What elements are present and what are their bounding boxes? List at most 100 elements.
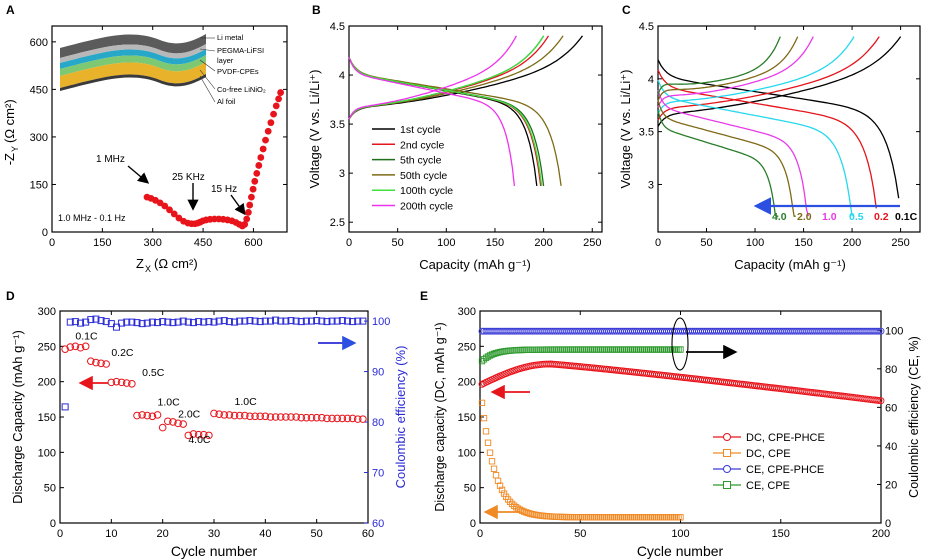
- rate-annotations: 0.1C0.2C0.5C1.0C2.0C4.0C1.0C: [75, 330, 257, 446]
- y2-tick-label: 100: [885, 325, 903, 337]
- capacity-point: [307, 413, 316, 422]
- ce-point: [189, 319, 197, 327]
- dc-cpe-point: [673, 514, 680, 521]
- capacity-point: [164, 417, 172, 426]
- ce-cpe-point: [518, 346, 526, 354]
- dc-cpe-point: [549, 513, 556, 520]
- y-tick-label: 100: [458, 447, 476, 459]
- x-tick-label: 300: [144, 237, 162, 249]
- capacity-point: [292, 413, 300, 421]
- ce-point: [323, 318, 331, 326]
- dc-cpe-point: [567, 513, 574, 521]
- y2-axis-label: Coulombic efficiency (CE, %): [907, 336, 921, 498]
- ce-point: [195, 318, 203, 326]
- ce-point: [164, 318, 172, 326]
- plot-frame: [348, 25, 603, 233]
- ce-point: [169, 319, 177, 327]
- ce-point: [256, 318, 264, 326]
- dc-cpe-point: [653, 514, 660, 521]
- ce-point: [107, 320, 115, 328]
- capacity-point: [338, 414, 347, 423]
- nyquist-point: [270, 110, 277, 118]
- dc-cpe-point: [563, 513, 570, 521]
- charge-curve: [657, 36, 855, 115]
- x-tick-label: 60: [362, 528, 374, 540]
- discharge-curve: [348, 57, 543, 186]
- dc-cpe-point: [635, 514, 642, 521]
- discharge-curve: [657, 110, 779, 217]
- ce-cpe-point: [522, 346, 530, 353]
- dc-cpe-point: [669, 514, 676, 521]
- ce-point: [148, 318, 156, 326]
- charge-curve: [657, 36, 799, 102]
- ce-cpe-point: [591, 346, 598, 353]
- x-tick-label: 150: [486, 237, 504, 249]
- ce-point: [308, 317, 316, 325]
- ce-cpe-point: [563, 346, 570, 353]
- capacity-point: [246, 412, 254, 421]
- capacity-point: [148, 412, 157, 421]
- dc-cpe-point: [621, 514, 628, 521]
- capacity-point: [359, 415, 367, 423]
- dc-cpe-point: [647, 514, 654, 521]
- y-tick-label: 150: [38, 412, 56, 424]
- dc-cpe-point: [589, 514, 596, 521]
- dc-cpe-point: [639, 514, 646, 521]
- dc-cpe-point: [661, 514, 668, 521]
- ce-cpe-point: [647, 346, 654, 353]
- x-tick-label: 150: [93, 237, 111, 249]
- ce-cpe-point: [494, 349, 502, 356]
- y-tick-label: 0: [50, 518, 56, 530]
- y-tick-label: 250: [458, 341, 476, 353]
- dc-cpe-point: [524, 509, 532, 517]
- dc-cpe-point: [508, 500, 516, 508]
- y2-tick-label: 80: [885, 364, 897, 376]
- annotation-1mhz: 1 MHz: [96, 154, 125, 165]
- discharge-curve: [348, 57, 516, 186]
- y-tick-label: 300: [458, 306, 476, 318]
- dc-cpe-point: [573, 514, 580, 521]
- panel-label-e: E: [420, 289, 428, 303]
- charge-curve: [348, 35, 584, 120]
- ce-cpe-point: [653, 346, 660, 353]
- dc-cpe-point: [609, 514, 616, 521]
- y2-tick-label: 40: [885, 441, 897, 453]
- ce-cpe-point: [555, 346, 562, 353]
- capacity-point: [266, 413, 275, 421]
- inset-label: PEGMA-LiFSI: [217, 46, 264, 55]
- ce-cpe-point: [645, 346, 652, 353]
- dc-cpe-point: [547, 513, 554, 520]
- ce-cpe-point: [530, 346, 538, 353]
- capacity-point: [97, 359, 105, 368]
- ce-point: [225, 318, 233, 326]
- nyquist-point: [259, 145, 267, 153]
- x-tick-label: 200: [843, 237, 861, 249]
- dc-cpe-point: [627, 514, 634, 521]
- dc-cpe-point: [520, 508, 528, 515]
- nyquist-point: [248, 193, 255, 201]
- capacity-point: [71, 342, 80, 351]
- rate-label: 2.0: [797, 211, 812, 223]
- ce-point: [318, 317, 326, 325]
- capacity-point: [138, 411, 146, 419]
- dc-cpe-point: [625, 514, 632, 521]
- dc-cpe-point: [553, 513, 560, 520]
- y-tick-label: 100: [38, 447, 56, 459]
- x-tick-label: 0: [655, 237, 661, 249]
- ce-phce-point: [875, 327, 883, 335]
- y-tick-label: 0: [42, 227, 48, 239]
- ce-cpe-point: [633, 346, 640, 353]
- dc-cpe-point: [555, 513, 562, 520]
- dc-cpe-point: [665, 514, 672, 521]
- dc-cpe-point: [657, 514, 664, 521]
- ce-point: [123, 318, 131, 326]
- capacity-point: [348, 414, 357, 423]
- ce-cpe-point: [631, 346, 638, 353]
- panel-label-b: B: [312, 3, 321, 17]
- data-lines: [348, 35, 584, 186]
- capacity-point: [128, 379, 136, 388]
- dc-cpe-point: [599, 514, 606, 521]
- capacity-point: [282, 413, 290, 421]
- x-tick-label: 50: [574, 528, 586, 540]
